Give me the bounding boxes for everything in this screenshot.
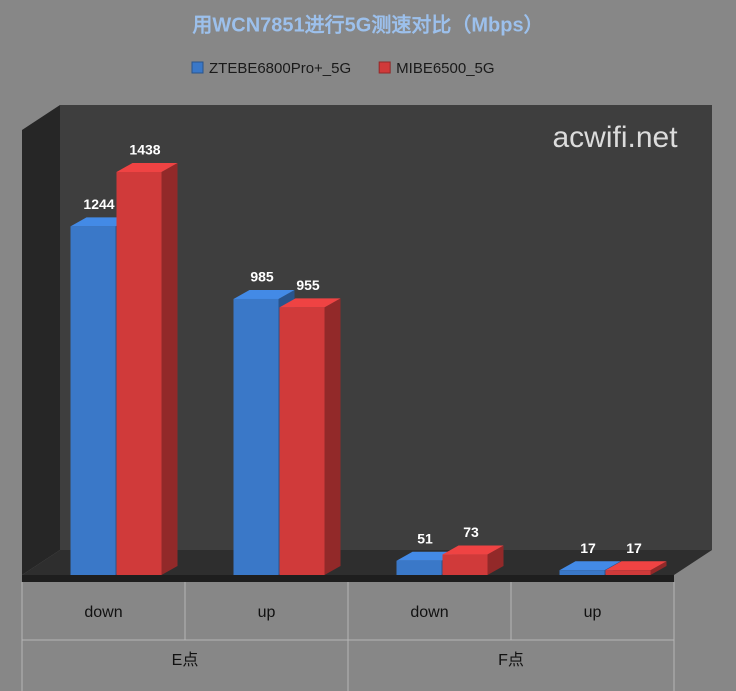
bar [70, 226, 116, 575]
bar-top [605, 561, 667, 571]
data-label: 1438 [129, 142, 160, 158]
x-tick-label: down [84, 604, 122, 621]
group-label: E点 [172, 651, 199, 669]
x-tick-label: up [258, 604, 276, 621]
bar-side [161, 163, 178, 575]
legend-swatch [191, 61, 204, 74]
legend-swatch [378, 61, 391, 74]
bar [396, 560, 442, 575]
bar-top [396, 551, 458, 561]
bar-side [487, 545, 504, 575]
back-wall [60, 105, 712, 550]
bar [559, 570, 605, 575]
data-label: 17 [626, 540, 642, 556]
bar [279, 307, 325, 575]
bar-top [442, 545, 504, 555]
chart-title: 用WCN7851进行5G测速对比（Mbps） [192, 12, 543, 36]
floor-edge [22, 575, 674, 582]
bar-side [324, 298, 341, 575]
data-label: 985 [250, 269, 274, 285]
floor [22, 550, 712, 575]
data-label: 955 [296, 277, 320, 293]
bar [605, 570, 651, 575]
bar-top [559, 561, 621, 571]
bar-top [279, 298, 341, 308]
x-tick-label: down [410, 604, 448, 621]
data-label: 17 [580, 540, 596, 556]
category-table [21, 582, 675, 691]
data-label: 1244 [83, 196, 114, 212]
bar [442, 554, 488, 575]
bar-top [70, 217, 132, 227]
group-label: F点 [498, 651, 524, 669]
bar-side [650, 561, 667, 575]
legend-label: ZTEBE6800Pro+_5G [209, 60, 351, 77]
bar-top [233, 290, 295, 299]
legend-label: MIBE6500_5G [396, 60, 494, 77]
bar [116, 172, 162, 575]
side-wall [22, 105, 60, 575]
x-tick-label: up [584, 604, 602, 621]
bar [233, 298, 279, 575]
data-label: 73 [463, 524, 479, 540]
bar-top [116, 163, 178, 172]
watermark: acwifi.net [552, 121, 678, 154]
data-label: 51 [417, 530, 433, 546]
